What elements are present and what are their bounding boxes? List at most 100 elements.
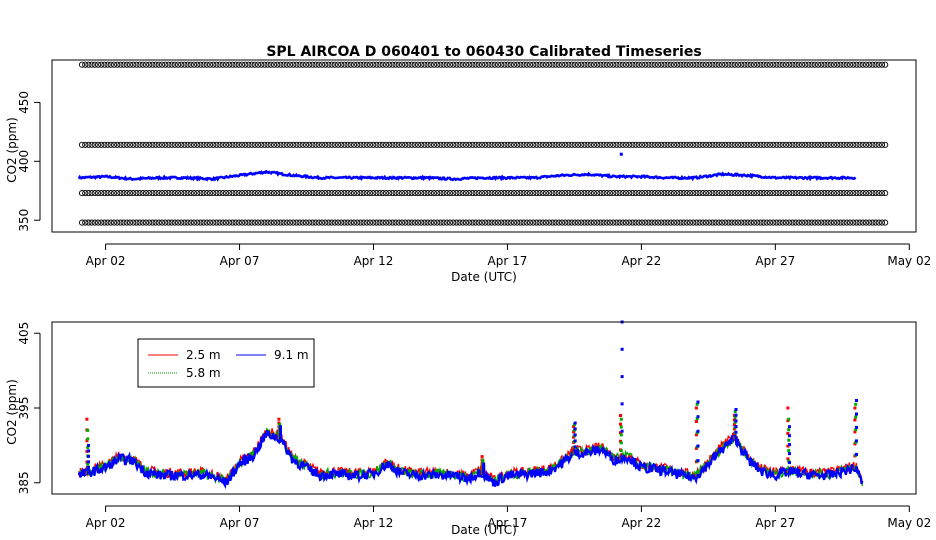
calibration-point	[834, 141, 841, 148]
calibration-point	[546, 61, 553, 68]
calibration-point	[568, 219, 575, 226]
calibration-point	[334, 61, 342, 68]
calibration-point	[619, 219, 626, 226]
calibration-point	[142, 219, 150, 226]
calibration-point	[226, 219, 233, 226]
calibration-point	[120, 61, 127, 68]
calibration-point	[686, 190, 694, 197]
calibration-point	[315, 141, 322, 148]
calibration-point	[478, 190, 486, 197]
calibration-point	[635, 61, 642, 68]
calibration-point	[536, 219, 543, 226]
calibration-point	[510, 141, 518, 148]
calibration-point	[760, 219, 767, 226]
spike-point	[87, 465, 90, 469]
calibration-point	[875, 219, 882, 226]
calibration-point	[88, 141, 95, 148]
calibration-point	[674, 219, 681, 226]
calibration-point	[366, 141, 374, 148]
calibration-point	[306, 219, 313, 226]
calibration-point	[722, 61, 729, 68]
top-outlier-point	[619, 152, 623, 156]
series-line-9-1-m	[77, 430, 864, 490]
calibration-point	[494, 141, 502, 148]
calibration-point	[818, 219, 825, 226]
calibration-point	[366, 190, 374, 197]
calibration-point	[392, 141, 399, 148]
calibration-point	[139, 219, 146, 226]
calibration-point	[766, 219, 774, 226]
calibration-point	[590, 190, 598, 197]
calibration-point	[747, 219, 754, 226]
calibration-point	[290, 141, 297, 148]
calibration-point	[350, 141, 358, 148]
calibration-point	[619, 190, 626, 197]
calibration-point	[210, 141, 217, 148]
calibration-point	[846, 141, 854, 148]
spike-point	[696, 459, 700, 463]
calibration-point	[213, 190, 220, 197]
calibration-point	[811, 141, 818, 148]
calibration-point	[258, 190, 265, 197]
calibration-point	[162, 61, 169, 68]
calibration-point	[213, 141, 220, 148]
calibration-point	[789, 190, 796, 197]
calibration-point	[642, 219, 649, 226]
calibration-point	[517, 190, 524, 197]
calibration-point	[699, 61, 706, 68]
calibration-point	[661, 141, 668, 148]
calibration-point	[821, 141, 828, 148]
calibration-point	[869, 219, 876, 226]
calibration-point	[261, 190, 268, 197]
calibration-point	[616, 141, 623, 148]
calibration-point	[738, 141, 745, 148]
calibration-point	[219, 61, 226, 68]
calibration-point	[466, 190, 473, 197]
calibration-point	[645, 219, 652, 226]
calibration-point	[587, 190, 594, 197]
calibration-point	[600, 190, 607, 197]
calibration-point	[635, 219, 642, 226]
calibration-point	[178, 61, 185, 68]
calibration-point	[869, 141, 876, 148]
calibration-point	[286, 219, 294, 226]
calibration-point	[117, 61, 124, 68]
calibration-point	[626, 61, 633, 68]
calibration-point	[514, 61, 521, 68]
calibration-point	[757, 219, 764, 226]
spike-point	[620, 402, 624, 406]
calibration-point	[818, 141, 825, 148]
calibration-point	[411, 219, 418, 226]
calibration-point	[792, 219, 799, 226]
calibration-point	[827, 219, 834, 226]
calibration-point	[395, 141, 402, 148]
calibration-point	[626, 219, 633, 226]
calibration-point	[661, 190, 668, 197]
calibration-point	[539, 141, 546, 148]
calibration-point	[363, 141, 370, 148]
calibration-point	[117, 141, 124, 148]
calibration-point	[414, 190, 422, 197]
calibration-point	[555, 141, 562, 148]
calibration-point	[238, 219, 246, 226]
calibration-point	[302, 219, 310, 226]
calibration-point	[389, 61, 396, 68]
calibration-point	[504, 61, 511, 68]
calibration-point	[798, 61, 806, 68]
calibration-point	[683, 141, 690, 148]
calibration-point	[315, 61, 322, 68]
calibration-point	[245, 141, 252, 148]
spike-point	[854, 402, 858, 406]
calibration-point	[574, 61, 582, 68]
spike-point	[279, 425, 282, 429]
spike-point	[87, 449, 90, 453]
x-tick-label: May 02	[887, 254, 931, 268]
calibration-point	[382, 219, 390, 226]
calibration-point	[571, 61, 578, 68]
calibration-point	[712, 219, 719, 226]
calibration-point	[651, 61, 658, 68]
calibration-point	[683, 190, 690, 197]
calibration-point	[574, 141, 582, 148]
calibration-point	[350, 219, 358, 226]
calibration-point	[360, 61, 367, 68]
